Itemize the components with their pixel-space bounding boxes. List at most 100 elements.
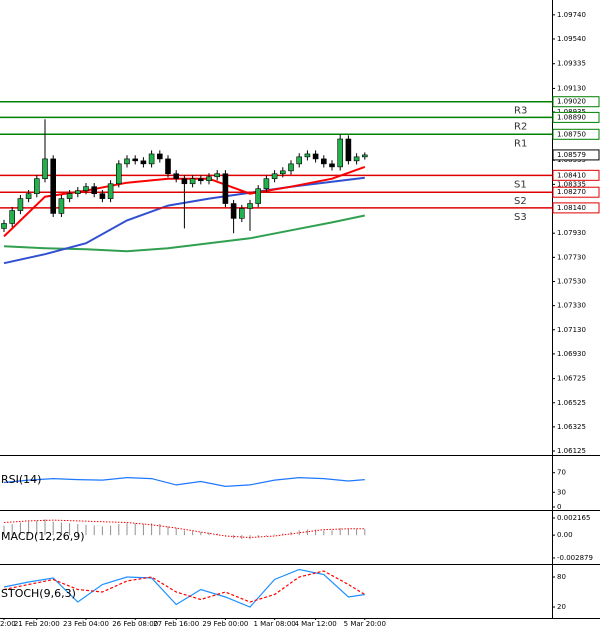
macd-bar bbox=[282, 533, 284, 536]
y-tick-label: 1.09335 bbox=[557, 60, 586, 68]
candle-body bbox=[239, 208, 245, 219]
macd-bar bbox=[298, 530, 300, 536]
indicator-line bbox=[3, 476, 365, 488]
macd-bar bbox=[44, 519, 46, 536]
macd-bar bbox=[356, 528, 358, 536]
y-tick-label: 1.08335 bbox=[557, 180, 586, 188]
x-tick-label: 21 Feb 20:00 bbox=[14, 620, 60, 628]
candle-body bbox=[230, 203, 237, 219]
panel-title: RSI(14) bbox=[1, 473, 41, 486]
candle-body bbox=[83, 186, 89, 191]
level-name: S3 bbox=[514, 212, 527, 223]
candle-body bbox=[75, 190, 81, 194]
y-tick-label: 1.09130 bbox=[557, 84, 586, 92]
candle-body bbox=[288, 163, 294, 172]
price-box bbox=[552, 111, 600, 123]
price-box-label: 1.09020 bbox=[557, 98, 586, 106]
macd-bar bbox=[134, 523, 136, 536]
y-tick-label: -0.002879 bbox=[557, 554, 593, 562]
candle-body bbox=[222, 173, 229, 204]
x-tick-label: 27 Feb 16:00 bbox=[153, 620, 199, 628]
macd-bar bbox=[36, 520, 38, 536]
candle-body bbox=[58, 198, 65, 214]
macd-bar bbox=[200, 531, 202, 536]
candle-body bbox=[263, 178, 270, 190]
price-box bbox=[552, 169, 600, 181]
y-tick-label: 0 bbox=[557, 503, 561, 511]
macd-bar bbox=[11, 524, 13, 536]
price-box-label: 1.08750 bbox=[557, 130, 586, 138]
candle-body bbox=[255, 188, 261, 204]
candle-body bbox=[107, 183, 114, 199]
y-tick-label: 1.06525 bbox=[557, 399, 586, 407]
panel-title: STOCH(9,6,3) bbox=[1, 587, 76, 600]
y-tick-label: 30 bbox=[557, 488, 566, 496]
price-box bbox=[552, 96, 600, 108]
macd-bar bbox=[233, 535, 235, 539]
macd-bar bbox=[347, 528, 349, 536]
price-box-label: 1.08890 bbox=[557, 113, 586, 121]
candle-body bbox=[247, 203, 253, 209]
y-tick-label: 1.07330 bbox=[557, 302, 586, 310]
y-tick-label: 70 bbox=[557, 469, 566, 477]
macd-bar bbox=[265, 535, 267, 536]
candle-body bbox=[132, 158, 138, 162]
y-tick-label: 20 bbox=[557, 603, 566, 611]
candle-body bbox=[206, 176, 212, 182]
macd-bar bbox=[151, 523, 153, 536]
level-name: R1 bbox=[514, 138, 527, 149]
moving-average bbox=[3, 176, 365, 265]
candle-body bbox=[148, 153, 155, 165]
last-price-label: 1.08579 bbox=[557, 151, 586, 159]
y-tick-label: 1.07130 bbox=[557, 326, 586, 334]
y-tick-label: 1.07730 bbox=[557, 253, 586, 261]
macd-bar bbox=[339, 528, 341, 536]
candle-body bbox=[66, 193, 73, 199]
x-tick-label: 2:00 bbox=[0, 620, 16, 628]
macd-bar bbox=[28, 521, 30, 536]
last-price-box bbox=[552, 149, 600, 161]
candle-body bbox=[99, 193, 106, 199]
macd-bar bbox=[60, 522, 62, 536]
x-tick-label: 26 Feb 08:00 bbox=[112, 620, 158, 628]
macd-bar bbox=[85, 524, 87, 536]
x-tick-label: 23 Feb 04:00 bbox=[63, 620, 109, 628]
y-tick-label: 1.07530 bbox=[557, 277, 586, 285]
macd-bar bbox=[175, 528, 177, 536]
y-tick-label: 1.06930 bbox=[557, 350, 586, 358]
price-box bbox=[552, 186, 600, 198]
macd-bar bbox=[126, 523, 128, 536]
macd-bar bbox=[241, 535, 243, 540]
y-tick-label: 1.09540 bbox=[557, 35, 586, 43]
macd-bar bbox=[77, 524, 79, 536]
y-tick-label: 0.002165 bbox=[557, 514, 590, 522]
candle-body bbox=[345, 138, 352, 162]
candle-body bbox=[353, 156, 360, 162]
candle-body bbox=[9, 210, 15, 224]
candle-body bbox=[189, 178, 196, 185]
macd-bar bbox=[142, 524, 144, 536]
candle-body bbox=[271, 173, 278, 179]
y-tick-label: 1.06725 bbox=[557, 375, 586, 383]
x-tick-label: 29 Feb 00:00 bbox=[202, 620, 248, 628]
candle-body bbox=[165, 158, 171, 175]
price-box-label: 1.08140 bbox=[557, 204, 586, 212]
candle-body bbox=[25, 193, 32, 199]
y-tick-label: 1.06125 bbox=[557, 447, 586, 455]
macd-bar bbox=[3, 525, 5, 536]
candle-body bbox=[181, 178, 188, 185]
indicator-line bbox=[3, 570, 366, 603]
price-box bbox=[552, 128, 600, 140]
level-name: R3 bbox=[514, 106, 527, 117]
candle-body bbox=[42, 158, 48, 179]
candle-body bbox=[320, 158, 327, 165]
price-box-label: 1.08410 bbox=[557, 171, 586, 179]
macd-bar bbox=[101, 526, 103, 536]
macd-bar bbox=[274, 534, 276, 536]
macd-bar bbox=[52, 521, 54, 536]
candle-body bbox=[17, 198, 24, 211]
candle-body bbox=[198, 178, 204, 182]
indicator-line bbox=[3, 568, 365, 608]
macd-bar bbox=[208, 532, 210, 536]
